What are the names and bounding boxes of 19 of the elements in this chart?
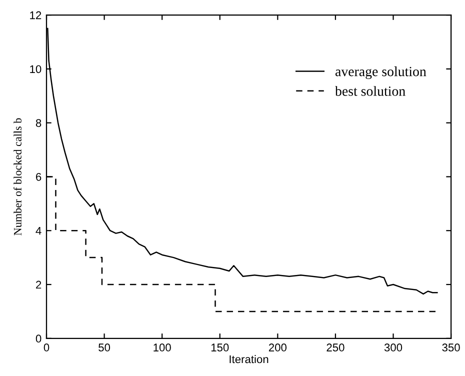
y-tick-label: 6 [36,172,42,181]
x-tick-label: 250 [326,344,344,352]
x-tick-label: 350 [442,344,460,352]
y-tick-label: 8 [36,119,42,127]
legend-label: average solution [335,66,426,80]
y-tick-label: 2 [36,280,42,289]
x-tick-label: 0 [44,344,50,352]
legend-label: best solution [335,86,406,96]
x-tick-label: 200 [268,344,287,352]
x-tick-label: 300 [384,344,402,352]
y-tick-label: 10 [30,65,42,74]
x-tick-label: 150 [211,344,229,352]
y-tick-label: 12 [30,11,42,20]
x-axis-title: Iteration [230,355,268,364]
y-axis-title: Number of blocked calls b [14,118,22,236]
x-tick-label: 50 [98,344,110,352]
x-tick-label: 100 [154,344,171,352]
y-tick-label: 4 [36,226,42,235]
y-tick-label: 0 [36,334,42,343]
